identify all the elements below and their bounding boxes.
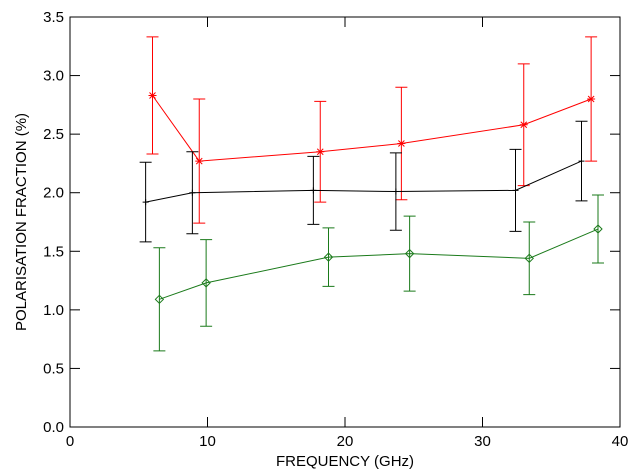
y-tick-label: 2.0: [43, 185, 64, 202]
y-tick-label: 0.0: [43, 419, 64, 436]
marker: [195, 157, 204, 165]
marker: [587, 95, 596, 103]
y-tick-label: 1.0: [43, 302, 64, 319]
marker: [310, 187, 317, 194]
marker: [316, 148, 325, 156]
error-bar: [523, 221, 536, 296]
marker: [154, 294, 165, 305]
y-tick-label: 3.0: [43, 68, 64, 85]
x-tick-label: 30: [474, 433, 491, 450]
x-tick-label: 20: [337, 433, 354, 450]
series-line: [152, 95, 592, 162]
y-axis-label: POLARISATION FRACTION (%): [13, 113, 30, 331]
marker: [593, 224, 603, 234]
marker: [512, 187, 519, 194]
error-bar: [592, 194, 604, 264]
marker: [397, 140, 406, 147]
marker: [201, 278, 211, 288]
marker: [142, 199, 149, 206]
marker: [578, 158, 585, 165]
error-bar: [200, 239, 213, 327]
marker: [189, 189, 196, 196]
marker: [148, 92, 157, 99]
marker: [392, 188, 399, 195]
marker: [524, 253, 534, 264]
error-bar: [403, 215, 416, 292]
x-tick-label: 10: [199, 433, 216, 450]
marker: [404, 248, 415, 259]
series-line: [145, 160, 582, 203]
marker: [323, 252, 334, 262]
x-tick-label: 40: [612, 433, 629, 450]
x-tick-label: 0: [66, 433, 74, 450]
error-bar: [322, 227, 335, 287]
marker: [519, 121, 528, 129]
y-tick-label: 0.5: [43, 360, 64, 377]
series-line: [159, 228, 599, 300]
error-bar: [153, 247, 166, 352]
y-tick-label: 2.5: [43, 126, 64, 143]
y-tick-label: 3.5: [43, 9, 64, 26]
y-tick-label: 1.5: [43, 243, 64, 260]
x-axis-label: FREQUENCY (GHz): [276, 453, 414, 470]
